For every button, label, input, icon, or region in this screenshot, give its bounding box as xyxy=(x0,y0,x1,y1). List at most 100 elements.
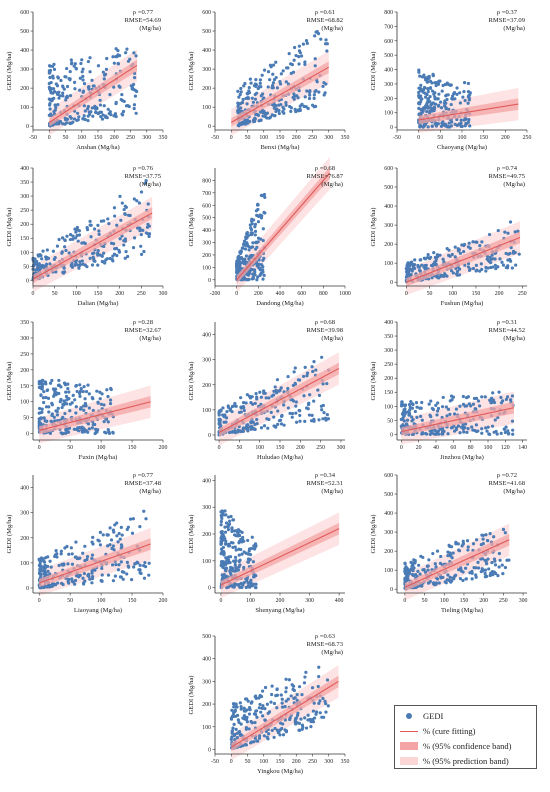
stat-rmse: RMSE=44.52 xyxy=(488,327,525,334)
data-point xyxy=(263,718,267,722)
data-point xyxy=(219,523,223,527)
data-point xyxy=(487,432,491,436)
data-point xyxy=(70,562,75,566)
data-point xyxy=(434,83,438,88)
x-axis-label: Shenyang (Mg/ha) xyxy=(255,607,304,614)
data-point xyxy=(488,398,492,402)
data-point xyxy=(83,109,87,113)
data-point xyxy=(410,402,415,406)
data-point xyxy=(421,124,426,129)
data-point xyxy=(116,53,120,57)
data-point xyxy=(277,418,282,423)
data-point xyxy=(47,113,51,117)
data-point xyxy=(276,409,280,413)
data-point xyxy=(225,586,229,590)
data-point xyxy=(263,707,267,711)
data-point xyxy=(439,124,444,129)
data-point xyxy=(446,407,451,411)
data-point xyxy=(251,420,255,424)
data-point xyxy=(113,214,117,218)
data-point xyxy=(262,68,267,72)
data-point xyxy=(109,112,113,117)
data-point xyxy=(325,381,329,386)
data-point xyxy=(420,400,424,405)
confidence-band xyxy=(418,98,519,125)
data-point xyxy=(132,106,136,111)
data-point xyxy=(81,576,85,580)
data-point xyxy=(98,98,102,102)
data-point xyxy=(106,394,110,399)
stat-rho: ρ =0.77 xyxy=(133,9,154,16)
data-point xyxy=(275,86,279,90)
data-point xyxy=(284,730,288,734)
y-tick-label: 0 xyxy=(208,278,211,284)
data-point xyxy=(436,104,441,108)
stat-rho: ρ =0.63 xyxy=(315,633,336,640)
confidence-band xyxy=(406,231,521,287)
data-point xyxy=(239,705,243,709)
y-tick-label: 600 xyxy=(384,39,393,45)
x-tick-label: 150 xyxy=(472,291,481,297)
data-point xyxy=(68,409,72,413)
data-point xyxy=(424,432,429,436)
data-point xyxy=(236,123,240,127)
y-tick-label: 500 xyxy=(20,29,29,35)
x-tick-label: 100 xyxy=(255,445,264,451)
data-point xyxy=(52,62,56,66)
data-point xyxy=(445,246,449,251)
data-point xyxy=(238,92,242,97)
data-point xyxy=(496,573,500,578)
data-point xyxy=(108,526,112,530)
data-point xyxy=(426,100,430,104)
data-point xyxy=(258,110,263,114)
data-point xyxy=(102,73,107,77)
data-point xyxy=(109,241,114,245)
data-point xyxy=(278,733,282,737)
data-point xyxy=(400,402,404,406)
data-point xyxy=(111,528,115,532)
data-point xyxy=(73,398,77,402)
x-axis-label: Fushun (Mg/ha) xyxy=(441,300,484,307)
data-point xyxy=(73,578,78,583)
data-point xyxy=(242,580,246,585)
data-point xyxy=(426,105,430,109)
x-tick-label: 50 xyxy=(422,598,428,604)
data-point xyxy=(120,533,124,537)
x-tick-label: 250 xyxy=(308,135,317,141)
x-tick-label: 250 xyxy=(523,135,532,141)
data-point xyxy=(255,240,259,245)
data-point xyxy=(451,425,455,429)
x-tick-label: -50 xyxy=(29,135,37,141)
data-point xyxy=(219,513,223,517)
data-point xyxy=(467,241,471,245)
data-point xyxy=(304,39,309,43)
stat-unit: (Mg/ha) xyxy=(321,335,343,342)
data-point xyxy=(60,432,64,436)
data-point xyxy=(418,123,422,127)
data-point xyxy=(268,63,273,67)
data-point xyxy=(303,675,307,679)
data-point xyxy=(245,102,249,106)
data-point xyxy=(294,420,299,424)
data-point xyxy=(324,42,328,46)
y-axis-label: GEDI (Mg/ha) xyxy=(370,51,377,90)
data-point xyxy=(228,555,233,559)
data-point xyxy=(409,399,413,404)
data-point xyxy=(320,355,324,359)
y-tick-label: 200 xyxy=(384,96,393,102)
data-point xyxy=(102,219,106,223)
data-point xyxy=(237,539,242,543)
data-point xyxy=(56,581,60,585)
data-point xyxy=(433,432,438,436)
y-tick-label: 300 xyxy=(20,336,29,342)
data-point xyxy=(474,429,479,434)
data-point xyxy=(39,574,43,578)
data-point xyxy=(263,391,267,395)
data-point xyxy=(503,427,507,432)
data-point xyxy=(435,409,440,413)
data-point xyxy=(249,81,253,85)
stat-rmse: RMSE=32.67 xyxy=(124,327,161,334)
data-point xyxy=(111,579,116,583)
data-point xyxy=(272,415,276,419)
